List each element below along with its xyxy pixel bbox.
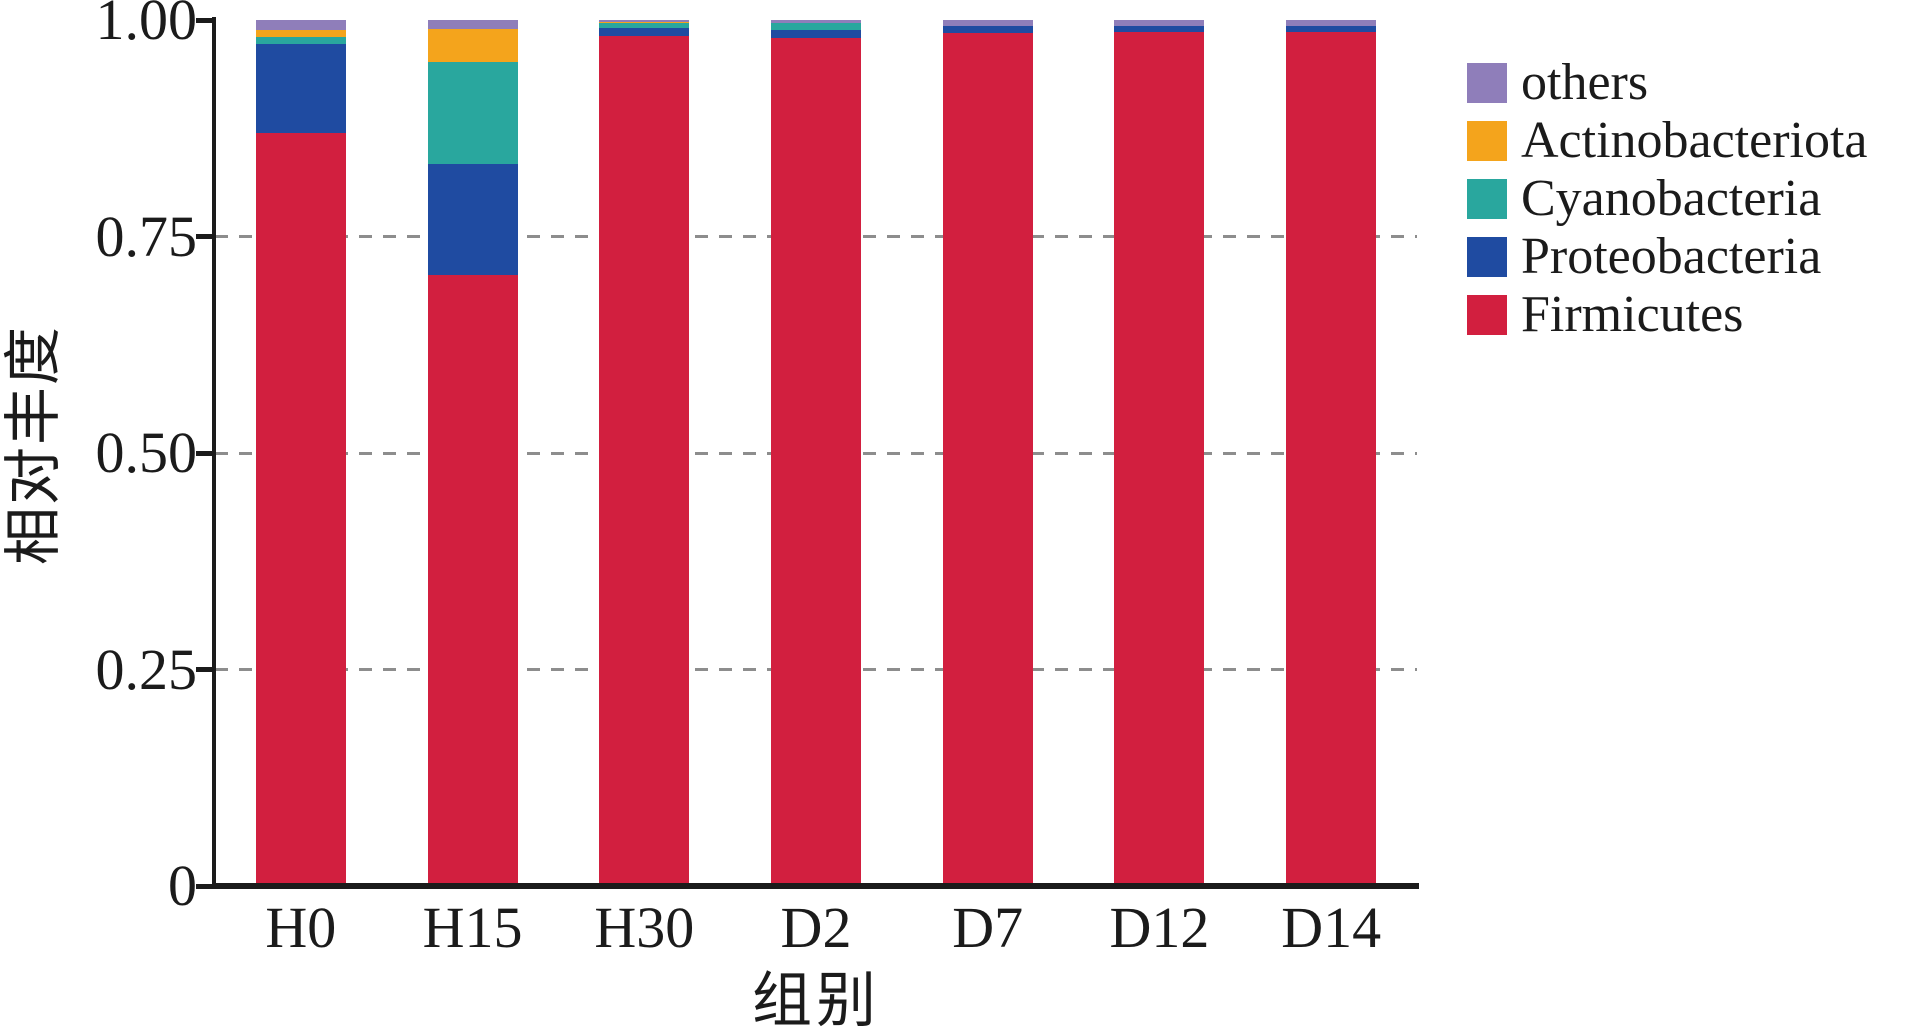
legend-swatch-proteobacteria (1467, 237, 1507, 277)
segment-others-D12 (1114, 20, 1205, 27)
legend-swatch-others (1467, 63, 1507, 103)
x-tick-label-H0: H0 (265, 895, 337, 960)
legend: others Actinobacteriota Cyanobacteria Prote… (1467, 54, 1868, 344)
legend-label-actinobacteriota: Actinobacteriota (1521, 112, 1868, 169)
y-tick-label-0: 0 (168, 853, 197, 918)
y-tick-label-0.25: 0.25 (95, 636, 198, 702)
segment-firmicutes-H30 (599, 36, 690, 886)
y-tick-mark-0 (196, 883, 213, 889)
legend-swatch-cyanobacteria (1467, 179, 1507, 219)
legend-label-firmicutes: Firmicutes (1521, 286, 1744, 343)
y-tick-label-1.00: 1.00 (95, 0, 198, 52)
plot-area (215, 20, 1417, 886)
y-tick-mark-0.75 (196, 234, 213, 239)
legend-item-cyanobacteria: Cyanobacteria (1467, 170, 1868, 228)
segment-others-H15 (427, 20, 518, 29)
x-axis-title: 组别 (752, 968, 880, 1033)
legend-item-others: others (1467, 54, 1868, 112)
segment-firmicutes-D14 (1286, 32, 1377, 886)
legend-item-proteobacteria: Proteobacteria (1467, 228, 1868, 286)
segment-cyanobacteria-H15 (427, 61, 518, 164)
x-tick-label-D12: D12 (1109, 895, 1210, 960)
y-tick-label-0.50: 0.50 (95, 420, 198, 485)
segment-others-D7 (942, 20, 1033, 27)
x-axis-line (212, 883, 1419, 889)
x-tick-label-H15: H15 (422, 895, 523, 960)
segment-firmicutes-H15 (427, 275, 518, 886)
segment-actinobacteriota-H15 (427, 28, 518, 62)
bar-H15 (427, 20, 518, 886)
segment-proteobacteria-H15 (427, 163, 518, 276)
y-tick-mark-0.25 (196, 667, 213, 672)
segment-actinobacteriota-H30 (599, 21, 690, 23)
bar-H30 (599, 20, 690, 886)
legend-label-proteobacteria: Proteobacteria (1521, 228, 1822, 285)
segment-others-H30 (599, 20, 690, 22)
segment-proteobacteria-H30 (599, 27, 690, 37)
segment-others-H0 (255, 20, 346, 30)
legend-label-cyanobacteria: Cyanobacteria (1521, 170, 1822, 227)
x-tick-label-D7: D7 (952, 895, 1024, 960)
segment-proteobacteria-H0 (255, 44, 346, 133)
y-tick-label-0.75: 0.75 (95, 203, 198, 269)
legend-swatch-actinobacteriota (1467, 121, 1507, 161)
segment-cyanobacteria-D2 (771, 22, 861, 30)
bar-D14 (1286, 20, 1377, 886)
y-tick-mark-0.50 (196, 450, 213, 456)
segment-actinobacteriota-H0 (255, 29, 346, 38)
segment-proteobacteria-D2 (771, 29, 861, 39)
x-tick-label-D14: D14 (1281, 895, 1382, 960)
legend-swatch-firmicutes (1467, 295, 1507, 335)
segment-firmicutes-H0 (255, 132, 346, 886)
segment-cyanobacteria-H30 (599, 22, 690, 28)
legend-item-actinobacteriota: Actinobacteriota (1467, 112, 1868, 170)
x-tick-label-H30: H30 (594, 895, 695, 960)
segment-proteobacteria-D7 (942, 26, 1033, 33)
y-tick-mark-1.00 (196, 17, 213, 23)
y-axis-line (212, 17, 216, 888)
x-tick-label-D2: D2 (780, 895, 852, 960)
segment-proteobacteria-D14 (1286, 26, 1377, 33)
segment-firmicutes-D7 (942, 33, 1033, 886)
legend-item-firmicutes: Firmicutes (1467, 286, 1868, 344)
bar-H0 (255, 20, 346, 886)
segment-others-D14 (1286, 20, 1377, 27)
segment-cyanobacteria-H0 (255, 37, 346, 45)
bar-D2 (771, 20, 861, 886)
bar-D7 (942, 20, 1033, 886)
legend-label-others: others (1521, 54, 1649, 111)
bar-D12 (1114, 20, 1205, 886)
segment-others-D2 (771, 20, 861, 23)
segment-proteobacteria-D12 (1114, 26, 1205, 33)
segment-firmicutes-D12 (1114, 32, 1205, 886)
segment-firmicutes-D2 (771, 38, 861, 886)
